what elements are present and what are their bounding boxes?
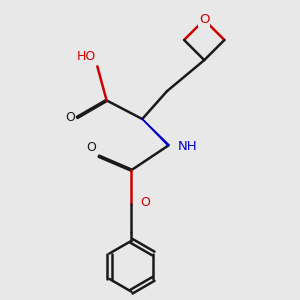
Text: HO: HO — [76, 50, 96, 63]
Text: NH: NH — [177, 140, 197, 153]
Text: O: O — [65, 111, 75, 124]
Text: O: O — [140, 196, 150, 209]
Text: O: O — [199, 13, 209, 26]
Text: O: O — [86, 141, 96, 154]
Polygon shape — [142, 119, 169, 146]
